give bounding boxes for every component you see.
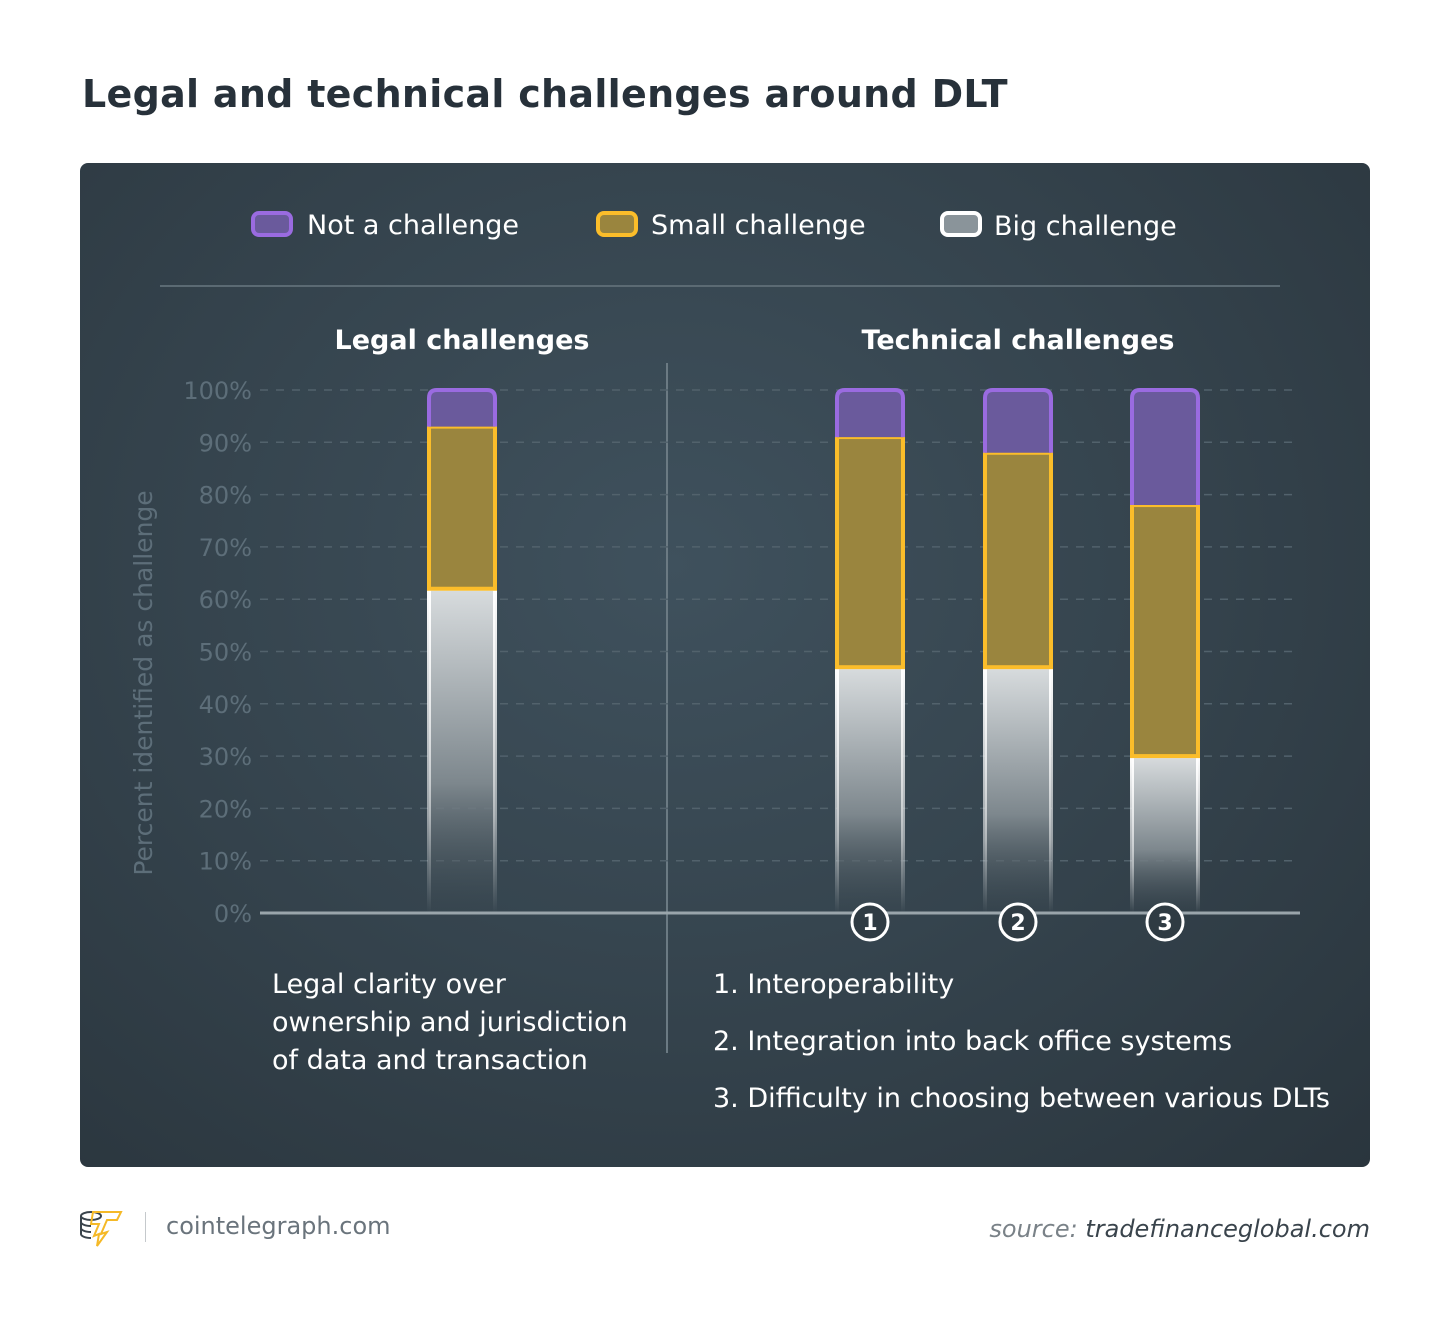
- category-number-badge: 3: [1145, 902, 1185, 942]
- section-title-legal: Legal challenges: [335, 325, 590, 356]
- technical-notes: 1. Interoperability 2. Integration into …: [713, 969, 1330, 1114]
- legend-swatch-big: [940, 211, 982, 237]
- page-title: Legal and technical challenges around DL…: [82, 72, 1008, 116]
- bar-not-a-challenge: [983, 388, 1053, 453]
- legal-desc-line: ownership and jurisdiction: [272, 1007, 628, 1038]
- svg-text:1: 1: [862, 911, 877, 936]
- note-2: 2. Integration into back office systems: [713, 1026, 1232, 1057]
- footer-separator: [145, 1212, 146, 1242]
- y-tick-label: 30%: [199, 743, 252, 771]
- y-axis-label: Percent identified as challenge: [129, 490, 158, 875]
- bar-small-challenge: [427, 424, 497, 591]
- source-link[interactable]: tradefinanceglobal.com: [1085, 1215, 1370, 1243]
- y-tick-label: 70%: [199, 534, 252, 562]
- bar-small-challenge: [983, 450, 1053, 670]
- svg-text:2: 2: [1010, 911, 1025, 936]
- bar-not-a-challenge: [1130, 388, 1200, 506]
- y-tick-label: 10%: [199, 848, 252, 876]
- svg-text:3: 3: [1157, 911, 1172, 936]
- bar-not-a-challenge: [427, 388, 497, 427]
- bar-big-challenge: [429, 588, 495, 913]
- legend-label-big: Big challenge: [994, 211, 1177, 242]
- y-tick-label: 20%: [199, 795, 252, 823]
- legend-label-small: Small challenge: [651, 210, 866, 241]
- legend-swatch-small: [596, 211, 638, 237]
- section-title-technical: Technical challenges: [862, 325, 1175, 356]
- y-tick-label: 40%: [199, 691, 252, 719]
- bar-small-challenge: [835, 435, 905, 670]
- note-1: 1. Interoperability: [713, 969, 954, 1000]
- bar-big-challenge: [837, 667, 903, 913]
- bar-big-challenge: [1132, 756, 1198, 913]
- footer-site: cointelegraph.com: [166, 1212, 391, 1240]
- category-number-badge: 2: [998, 902, 1038, 942]
- source-credit: source: tradefinanceglobal.com: [989, 1215, 1370, 1243]
- chart-card: Not a challenge Small challenge Big chal…: [80, 163, 1370, 1167]
- legend-swatch-not: [251, 211, 293, 237]
- category-number-badge: 1: [850, 902, 890, 942]
- cointelegraph-logo-icon: [80, 1211, 123, 1247]
- y-tick-label: 90%: [199, 429, 252, 457]
- legend: Not a challenge Small challenge Big chal…: [251, 210, 1177, 242]
- bar-small-challenge: [1130, 503, 1200, 759]
- y-tick-label: 80%: [199, 482, 252, 510]
- source-prefix: source:: [989, 1215, 1078, 1243]
- bar-not-a-challenge: [835, 388, 905, 438]
- legal-description: Legal clarity over ownership and jurisdi…: [272, 969, 628, 1076]
- y-tick-label: 0%: [214, 900, 252, 928]
- chart: Not a challenge Small challenge Big chal…: [129, 210, 1330, 1114]
- legal-desc-line: of data and transaction: [272, 1045, 588, 1076]
- legend-label-not: Not a challenge: [307, 210, 519, 241]
- y-tick-label: 100%: [183, 377, 252, 405]
- legal-desc-line: Legal clarity over: [272, 969, 507, 1000]
- note-3: 3. Difficulty in choosing between variou…: [713, 1083, 1330, 1114]
- bar-big-challenge: [985, 667, 1051, 913]
- y-tick-label: 50%: [199, 639, 252, 667]
- y-tick-label: 60%: [199, 586, 252, 614]
